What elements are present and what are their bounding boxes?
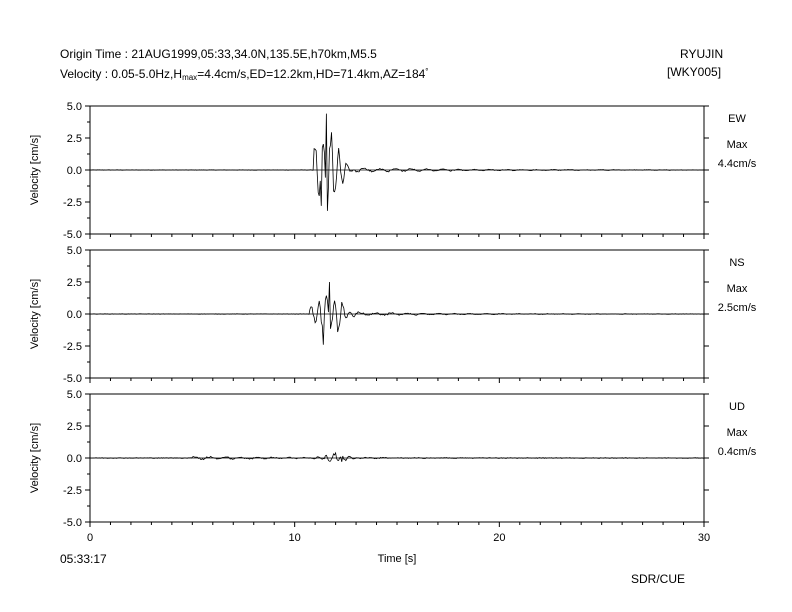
origin-label: Origin Time : bbox=[60, 47, 129, 61]
max-value: 2.5cm/s bbox=[718, 302, 757, 314]
y-tick-label: 0.0 bbox=[67, 309, 82, 321]
y-tick-label: 0.0 bbox=[67, 453, 82, 465]
velocity-sub: max bbox=[182, 73, 198, 82]
credit: SDR/CUE bbox=[631, 572, 686, 586]
max-value: 0.4cm/s bbox=[718, 446, 757, 458]
component-label: UD bbox=[729, 401, 745, 413]
y-tick-label: 2.5 bbox=[67, 421, 82, 433]
origin-line: Origin Time : 21AUG1999,05:33,34.0N,135.… bbox=[60, 47, 377, 61]
y-axis-label: Velocity [cm/s] bbox=[29, 279, 41, 349]
start-time: 05:33:17 bbox=[60, 552, 107, 566]
x-tick-label: 20 bbox=[493, 532, 505, 544]
velocity-sup: ° bbox=[425, 67, 429, 76]
x-tick-label: 0 bbox=[87, 532, 93, 544]
y-axis-label: Velocity [cm/s] bbox=[29, 423, 41, 493]
x-tick-label: 30 bbox=[698, 532, 710, 544]
y-tick-label: -5.0 bbox=[63, 229, 82, 241]
station-name: RYUJIN bbox=[680, 47, 724, 61]
y-tick-label: -5.0 bbox=[63, 517, 82, 529]
velocity-prefix: Velocity : 0.05-5.0Hz,H bbox=[60, 67, 183, 81]
max-label: Max bbox=[727, 139, 748, 151]
series-ud-line bbox=[89, 451, 705, 462]
max-label: Max bbox=[727, 283, 748, 295]
y-tick-label: -5.0 bbox=[63, 373, 82, 385]
component-label: EW bbox=[728, 113, 746, 125]
x-tick-label: 10 bbox=[289, 532, 301, 544]
velocity-rest: =4.4cm/s,ED=12.2km,HD=71.4km,AZ=184 bbox=[197, 67, 426, 81]
velocity-line: Velocity : 0.05-5.0Hz,Hmax=4.4cm/s,ED=12… bbox=[60, 65, 429, 85]
y-tick-label: 2.5 bbox=[67, 277, 82, 289]
series-ns-line bbox=[89, 281, 705, 345]
max-label: Max bbox=[727, 427, 748, 439]
x-axis-label: Time [s] bbox=[378, 553, 417, 565]
y-tick-label: 5.0 bbox=[67, 245, 82, 257]
series-ew-line bbox=[89, 113, 705, 211]
component-label: NS bbox=[729, 257, 744, 269]
y-tick-label: 0.0 bbox=[67, 165, 82, 177]
y-tick-label: -2.5 bbox=[63, 197, 82, 209]
y-tick-label: 5.0 bbox=[67, 389, 82, 401]
y-tick-label: -2.5 bbox=[63, 485, 82, 497]
y-axis-label: Velocity [cm/s] bbox=[29, 135, 41, 205]
origin-value: 21AUG1999,05:33,34.0N,135.5E,h70km,M5.5 bbox=[131, 47, 377, 61]
station-code: [WKY005] bbox=[667, 65, 722, 79]
max-value: 4.4cm/s bbox=[718, 158, 757, 170]
y-tick-label: 5.0 bbox=[67, 101, 82, 113]
y-tick-label: -2.5 bbox=[63, 341, 82, 353]
y-tick-label: 2.5 bbox=[67, 133, 82, 145]
